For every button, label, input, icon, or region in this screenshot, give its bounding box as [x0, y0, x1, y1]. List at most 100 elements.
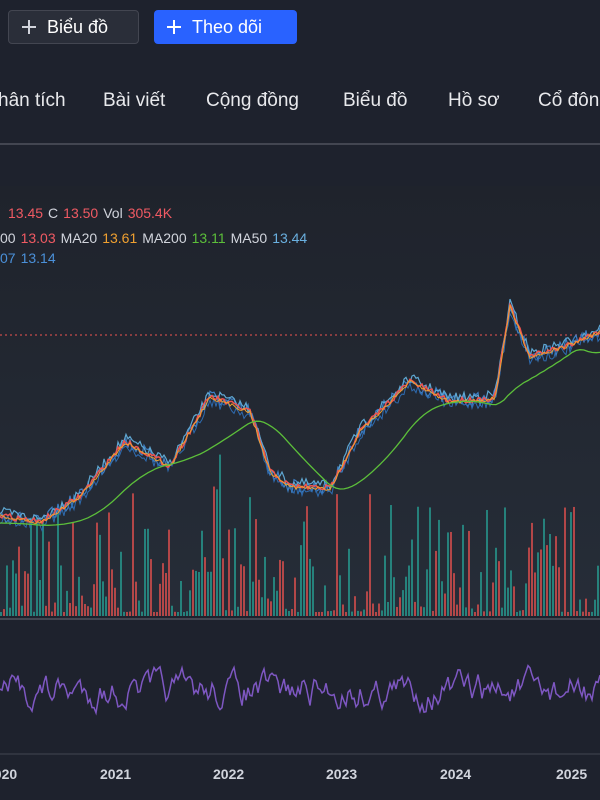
volume-bar	[27, 573, 29, 616]
volume-bar	[516, 611, 518, 616]
volume-bar	[189, 590, 191, 616]
volume-bar	[204, 557, 206, 616]
volume-bar	[549, 533, 551, 616]
legend-item: 07	[0, 250, 16, 266]
legend-item: 13.44	[272, 230, 308, 246]
volume-bar	[459, 587, 461, 616]
volume-bar	[264, 556, 266, 616]
volume-bar	[246, 611, 248, 616]
chart-button[interactable]: Biểu đồ	[8, 10, 139, 44]
volume-bar	[297, 611, 299, 616]
nav-tab[interactable]: Biểu đồ	[343, 90, 408, 111]
legend-item: C	[48, 205, 59, 221]
volume-bar	[450, 531, 452, 616]
volume-bar	[591, 611, 593, 616]
volume-bar	[444, 593, 446, 616]
volume-bar	[534, 572, 536, 616]
volume-bar	[339, 575, 341, 616]
volume-bar	[318, 611, 320, 616]
volume-bar	[252, 581, 254, 616]
legend-row: 07 13.14	[0, 250, 61, 266]
series-group	[0, 298, 600, 716]
volume-bar	[171, 605, 173, 616]
volume-bar	[528, 547, 530, 616]
volume-bar	[87, 606, 89, 616]
volume-bar	[564, 507, 566, 616]
nav-tab[interactable]: Bài viết	[103, 90, 166, 111]
volume-bar	[93, 584, 95, 616]
volume-bar	[417, 506, 419, 616]
volume-bar	[156, 611, 158, 616]
volume-bar	[489, 611, 491, 616]
volume-bar	[138, 600, 140, 616]
volume-bar	[69, 603, 71, 616]
volume-bar	[360, 611, 362, 616]
volume-bar	[576, 611, 578, 616]
volume-bar	[45, 605, 47, 616]
follow-button[interactable]: Theo dõi	[154, 10, 297, 44]
volume-bar	[492, 582, 494, 616]
volume-bar	[345, 611, 347, 616]
button-label: Theo dõi	[192, 16, 263, 37]
volume-bar	[261, 597, 263, 616]
volume-bar	[222, 558, 224, 616]
legend-item: 00	[0, 230, 16, 246]
legend-item: 305.4K	[127, 205, 173, 221]
volume-bar	[399, 597, 401, 616]
volume-bar	[375, 612, 377, 616]
volume-bar	[315, 611, 317, 616]
volume-bar	[456, 604, 458, 616]
nav-tab[interactable]: Cộng đồng	[206, 90, 299, 111]
volume-bar	[126, 611, 128, 616]
volume-bar	[6, 565, 8, 616]
volume-bar	[462, 524, 464, 616]
volume-bar	[594, 599, 596, 616]
legend-row: 13.45 C 13.50 Vol 305.4K	[8, 205, 177, 221]
legend-item: 13.50	[63, 205, 99, 221]
volume-bar	[483, 611, 485, 616]
legend-item: MA20	[60, 230, 98, 246]
nav-tab[interactable]: Hồ sơ	[448, 90, 500, 111]
volume-bar	[471, 608, 473, 616]
volume-bar	[3, 609, 5, 616]
legend-item: 13.11	[191, 230, 226, 246]
volume-bar	[18, 546, 20, 616]
volume-bar	[552, 565, 554, 616]
volume-bar	[213, 486, 215, 616]
volume-bar	[234, 528, 236, 616]
volume-bar	[312, 566, 314, 616]
volume-bar	[216, 489, 218, 616]
volume-bar	[438, 519, 440, 616]
legend-item: 13.14	[20, 250, 56, 266]
volume-bar	[231, 610, 233, 616]
volume-bar	[180, 580, 182, 616]
volume-bar	[57, 513, 59, 616]
chart-area	[0, 186, 600, 755]
volume-bar	[165, 573, 167, 616]
volume-bar	[243, 566, 245, 616]
volume-bar	[75, 606, 77, 616]
volume-bar	[78, 576, 80, 616]
volume-bar	[207, 571, 209, 616]
volume-bar	[390, 505, 392, 616]
volume-bar	[219, 454, 221, 616]
volume-bar	[387, 601, 389, 616]
nav-tab[interactable]: Cổ đôn	[538, 90, 600, 111]
oscillator-line	[0, 664, 600, 716]
volume-bar	[366, 591, 368, 616]
volume-bar	[162, 563, 164, 616]
volume-bar	[321, 611, 323, 616]
legend-item: MA50	[230, 230, 268, 246]
x-tick-label: 2024	[440, 766, 472, 782]
volume-bar	[369, 494, 371, 616]
volume-bar	[378, 603, 380, 616]
plus-icon	[167, 20, 181, 34]
volume-bar	[588, 611, 590, 616]
volume-bar	[357, 610, 359, 616]
volume-bar	[186, 611, 188, 616]
volume-bar	[0, 612, 2, 616]
volume-bar	[99, 534, 101, 616]
nav-tab[interactable]: hân tích	[0, 90, 66, 111]
x-tick-label: 2021	[100, 766, 132, 782]
